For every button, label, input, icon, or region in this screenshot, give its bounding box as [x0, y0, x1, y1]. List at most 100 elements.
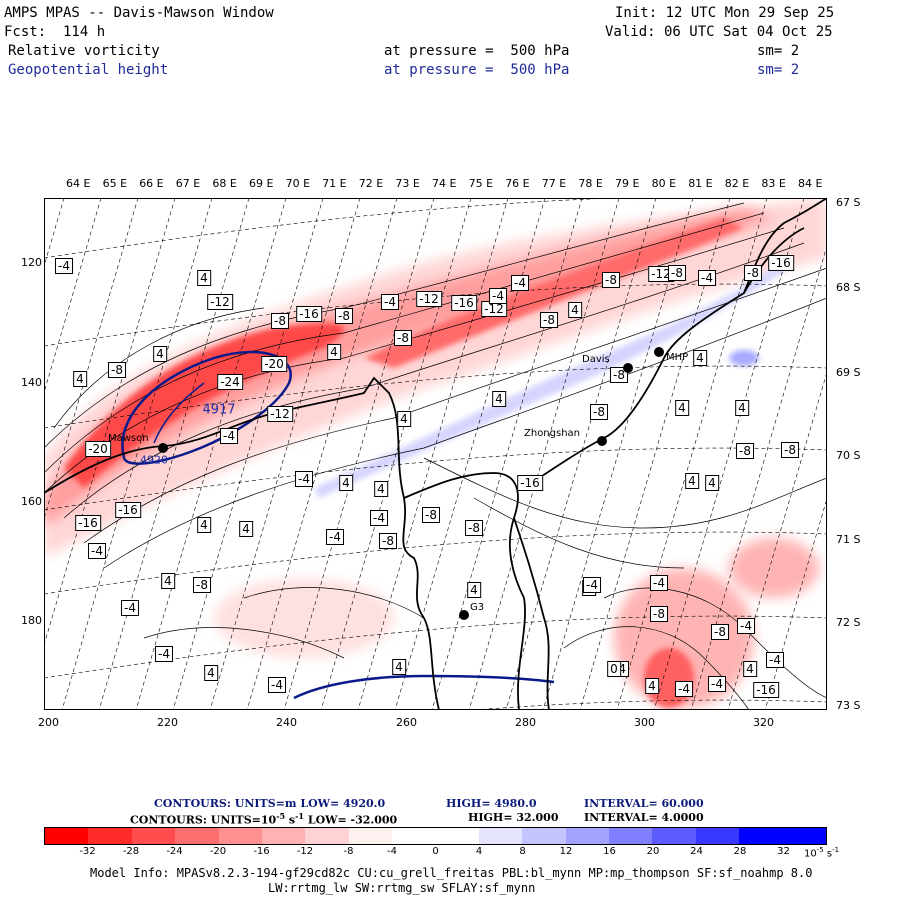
title-line-1: AMPS MPAS -- Davis-Mawson Window: [4, 5, 274, 21]
colorbar-swatch: [522, 828, 566, 844]
vorticity-label: -16: [517, 475, 543, 491]
top-lon-label: 71 E: [322, 177, 347, 190]
map-plot: -4 4 -12 -8 -16 -8 -4 -12 -16 -12 -8 4 -8 -12 -8 -4 -8 -1…: [44, 198, 827, 710]
vorticity-label: -8: [394, 330, 412, 346]
vorticity-label: -8: [602, 272, 620, 288]
colorbar-tick: -12: [296, 846, 314, 857]
left-y-label: 180: [21, 614, 42, 627]
vorticity-label: -8: [271, 313, 289, 329]
colorbar-tick: 8: [519, 846, 526, 857]
colorbar-swatch: [305, 828, 349, 844]
colorbar-swatch: [88, 828, 132, 844]
station-label-davis: Davis: [582, 354, 610, 365]
meridian-line: [246, 198, 398, 710]
map-svg: [44, 198, 827, 710]
model-info-2: LW:rrtmg_lw SW:rrtmg_sw SFLAY:sf_mynn: [268, 881, 536, 895]
vorticity-label: 4: [153, 346, 167, 362]
vorticity-label: -8: [650, 606, 668, 622]
vorticity-contour-info: CONTOURS: UNITS=10-5 s-1 LOW= -32.000: [130, 811, 397, 827]
height-contour-info-label: CONTOURS: UNITS=m LOW= 4920.0: [154, 797, 386, 810]
vorticity-label: -8: [540, 312, 558, 328]
top-lon-label: 73 E: [395, 177, 420, 190]
top-lon-label: 83 E: [761, 177, 786, 190]
valid-time: Valid: 06 UTC Sat 04 Oct 25: [605, 24, 833, 40]
vorticity-label: -4: [381, 294, 399, 310]
vorticity-label: -8: [379, 533, 397, 549]
colorbar-swatch: [435, 828, 479, 844]
vorticity-contour-high: HIGH= 32.000: [468, 811, 559, 824]
vorticity-contour-interval: INTERVAL= 4.0000: [584, 811, 704, 824]
colorbar-swatch: [261, 828, 306, 844]
colorbar-tick: 16: [603, 846, 616, 857]
vorticity-label: -12: [648, 266, 674, 282]
station-marker-g3: [459, 610, 469, 620]
top-lon-label: 76 E: [505, 177, 530, 190]
vorticity-label: -12: [267, 406, 293, 422]
field1-level: at pressure = 500 hPa: [384, 43, 570, 59]
colorbar: [44, 827, 827, 845]
vorticity-label: 0: [607, 661, 621, 677]
parallel-line: [470, 699, 827, 710]
height-contour-info-high: HIGH= 4980.0: [446, 797, 537, 810]
meridian-line: [357, 198, 509, 710]
colorbar-unit-tail: s: [823, 848, 833, 860]
right-lat-label: 69 S: [836, 366, 861, 379]
meridian-line: [468, 198, 620, 710]
vorticity-label: -8: [711, 624, 729, 640]
parallel-line: [44, 365, 827, 429]
vorticity-label: -20: [85, 441, 111, 457]
vorticity-shading: [44, 198, 827, 708]
top-lon-label: 74 E: [432, 177, 457, 190]
height-label-4920: 4920: [140, 453, 168, 467]
station-label-g3: G3: [470, 602, 485, 613]
colorbar-unit-base: 10: [804, 848, 817, 860]
shade-east: [729, 538, 819, 598]
meridian-line: [505, 198, 657, 710]
vorticity-label: 4: [685, 473, 699, 489]
vorticity-label: -4: [737, 618, 755, 634]
top-lon-label: 69 E: [249, 177, 274, 190]
vorticity-label: -8: [781, 442, 799, 458]
meridian-line: [431, 198, 583, 710]
vorticity-label: -12: [207, 294, 233, 310]
station-label-zhongshan: Zhongshan: [524, 428, 581, 439]
meridian-line: [394, 198, 546, 710]
vorticity-label: 4: [397, 411, 411, 427]
meridian-line: [135, 198, 287, 710]
top-lon-label: 84 E: [798, 177, 823, 190]
colorbar-swatch: [652, 828, 696, 844]
meridian-line: [209, 198, 361, 710]
colorbar-tick: -8: [343, 846, 354, 857]
vorticity-label: -4: [88, 543, 106, 559]
vorticity-label: 4: [568, 302, 582, 318]
vorticity-label: -20: [261, 356, 287, 372]
vorticity-label: 4: [705, 475, 719, 491]
vorticity-label: 4: [239, 521, 253, 537]
vorticity-label: -8: [335, 308, 353, 324]
left-y-label: 120: [21, 256, 42, 269]
vorticity-label: -16: [753, 682, 779, 698]
top-lon-label: 64 E: [66, 177, 91, 190]
colorbar-swatch: [348, 828, 393, 844]
vorticity-label: -8: [193, 577, 211, 593]
right-lat-label: 71 S: [836, 533, 861, 546]
top-lon-label: 75 E: [468, 177, 494, 190]
field2-smooth: sm= 2: [757, 62, 800, 78]
right-lat-label: 73 S: [836, 699, 861, 712]
vorticity-label: 4: [327, 344, 341, 360]
vorticity-label: 4: [197, 270, 211, 286]
top-lon-label: 79 E: [615, 177, 640, 190]
vorticity-label: -16: [75, 515, 101, 531]
colorbar-tick: -28: [122, 846, 140, 857]
vorticity-label: -4: [326, 529, 344, 545]
meridian-line: [98, 198, 250, 710]
vorticity-label: -16: [296, 306, 322, 322]
colorbar-swatch: [478, 828, 523, 844]
parallel-line: [44, 198, 827, 259]
bottom-x-label: 280: [515, 716, 536, 729]
colorbar-swatch: [45, 828, 89, 844]
bottom-x-label: 200: [38, 716, 59, 729]
field2-name: Geopotential height: [8, 62, 169, 78]
colorbar-tick: -16: [253, 846, 270, 857]
top-lon-label: 77 E: [541, 177, 567, 190]
